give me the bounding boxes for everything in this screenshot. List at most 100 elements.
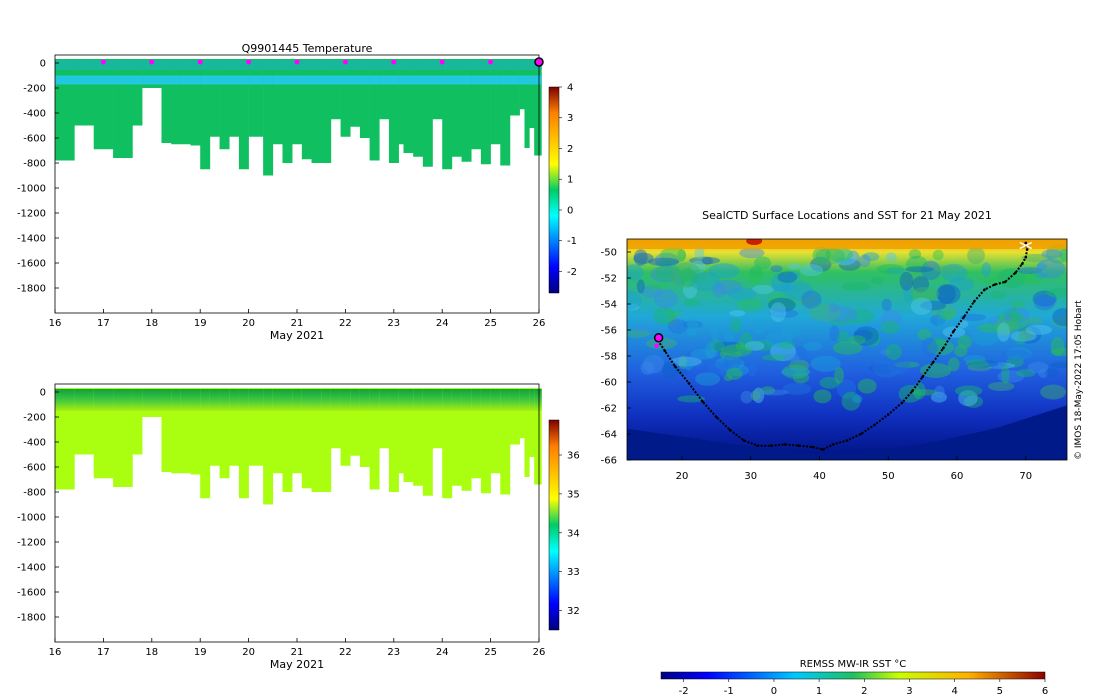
profile-halocline [461,389,472,411]
profile-cold-band [519,75,525,85]
sst-texture-patch [996,311,1025,322]
profile-halocline [171,389,182,411]
profile-column [500,388,511,495]
colorbar-tick-label: 34 [567,528,580,539]
track-point [941,346,945,350]
sst-field [627,239,1067,460]
x-tick-label: 26 [533,318,546,329]
sst-texture-patch [768,297,796,313]
profile-column [403,388,414,482]
sst-texture-patch [931,304,957,321]
y-tick-label: -1400 [17,234,46,245]
track-point [962,315,966,319]
sst-texture-patch [898,385,922,403]
sst-texture-patch [670,316,680,333]
salinity-section-panel: 0 -200 -400 -600 -800 -1000 -1200 -1400 -1600 -18… [17,383,580,671]
profile-column [379,388,390,449]
profile-column [500,59,511,166]
sst-colorbar: REMSS MW-IR SST °C -2 -1 0 1 2 3 4 5 6 [660,659,1048,697]
y-tick-label: -1000 [17,513,46,524]
sst-texture-patch [868,364,899,374]
sst-texture-patch [1004,306,1030,324]
profile-column [229,59,240,137]
profile-surface-layer [248,60,264,70]
profile-column [238,59,249,170]
sst-texture-patch [690,271,721,292]
deployment-marker [1019,241,1033,250]
profile-column [209,388,220,466]
sst-texture-patch [648,283,669,290]
x-tick-label: 20 [242,318,255,329]
sst-texture-patch [667,315,678,327]
sst-texture-patch [908,249,922,260]
profile-marker [488,59,494,65]
sst-texture-patch [803,342,823,351]
sst-texture-patch [754,318,765,334]
sst-texture-patch [834,257,855,265]
sst-texture-patch [1045,367,1059,378]
sst-texture-patch [919,362,952,378]
profile-column [529,388,535,457]
sst-texture-patch [980,276,1008,284]
sst-texture-patch [1059,248,1067,263]
profile-halocline [200,389,211,411]
sst-texture-patch [872,358,901,378]
profile-column [171,59,182,145]
sst-texture-patch [780,327,801,338]
profile-halocline [534,389,542,411]
sst-texture-patch [981,262,992,277]
profile-cold-band [209,75,220,85]
profile-column [359,59,370,138]
profile-halocline [180,389,191,411]
sst-texture-patch [815,247,846,265]
sst-texture-patch [636,279,645,294]
x-tick-label: 24 [436,647,449,658]
sst-texture-patch [834,367,844,384]
x-tick-label: 17 [97,647,110,658]
sst-texture-patch [832,341,863,355]
profile-cold-band [282,75,293,85]
sst-map-panel: -50 -52 -54 -56 -58 -60 -62 -64 -66 20 30 40 50 60 70 S… [601,209,1084,482]
profile-surface-layer [529,60,535,70]
track-point [821,448,825,451]
profile-surface-layer [161,60,172,70]
profile-surface-layer [209,60,220,70]
map-frame [626,238,1068,461]
profile-column [180,388,191,474]
profile-column [272,59,283,145]
profile-cold-band [480,75,491,85]
profile-column [282,388,293,492]
profile-cold-band [524,75,530,85]
profile-halocline [403,389,414,411]
sst-texture-patch [792,371,810,384]
x-tick-label: 60 [951,471,964,482]
sst-texture-patch [674,277,684,286]
sst-texture-patch [862,252,880,262]
x-tick-label: 23 [387,647,400,658]
y-tick-label: -1000 [17,184,46,195]
sst-texture-patch [782,364,810,379]
profile-halocline [350,389,361,411]
sst-texture-patch [853,326,880,346]
profile-column [321,59,332,163]
x-tick-label: 21 [291,318,304,329]
profile-column [451,59,462,157]
track-point [859,432,863,436]
profile-column [321,388,332,492]
sst-texture-patch [930,391,947,403]
sst-texture-patch [711,282,727,298]
sst-texture-patch [1041,249,1063,259]
y-tick-label: -64 [601,430,617,441]
profile-halocline [248,389,264,411]
sst-texture-patch [967,360,999,368]
profile-cold-band [132,75,143,85]
sst-texture-patch [987,381,1015,391]
profile-cold-band [388,75,399,85]
sst-texture-patch [912,276,930,293]
sst-texture-patch [1021,272,1043,285]
sst-texture-patch [747,268,763,284]
profile-halocline [369,389,380,411]
sst-texture-patch [936,309,945,328]
y-tick-label: -58 [601,352,617,363]
profile-surface-layer [190,60,201,70]
